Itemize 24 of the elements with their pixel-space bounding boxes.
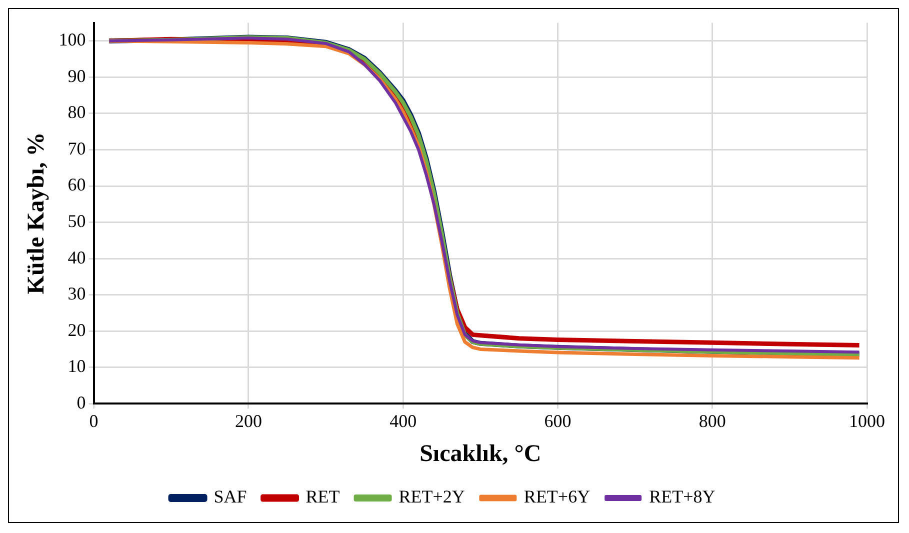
x-tick-label: 1000: [849, 411, 885, 432]
y-tick-label: 0: [76, 392, 86, 412]
y-tick-label: 70: [68, 138, 86, 158]
legend-label: RET+2Y: [398, 486, 465, 507]
y-tick-label: 90: [68, 66, 86, 86]
x-tick-label: 400: [390, 411, 417, 432]
x-tick-label: 200: [234, 411, 262, 432]
y-axis-title: Kütle Kaybı, %: [24, 132, 50, 294]
legend-label: RET: [306, 486, 340, 507]
y-tick-label: 10: [68, 356, 86, 376]
x-tick-label: 600: [544, 411, 572, 432]
legend-label: SAF: [214, 486, 247, 507]
y-tick-label: 80: [68, 102, 86, 122]
y-tick-label: 20: [68, 320, 86, 340]
y-tick-label: 50: [68, 211, 86, 231]
legend-label: RET+8Y: [649, 486, 716, 507]
y-tick-label: 60: [68, 174, 86, 195]
x-tick-label: 800: [698, 411, 726, 432]
y-tick-label: 40: [68, 247, 86, 268]
x-axis-title: Sıcaklık, °C: [420, 440, 542, 467]
y-tick-label: 100: [58, 30, 86, 50]
x-tick-label: 0: [89, 411, 98, 432]
y-tick-label: 30: [68, 284, 86, 304]
legend-label: RET+6Y: [524, 486, 590, 507]
